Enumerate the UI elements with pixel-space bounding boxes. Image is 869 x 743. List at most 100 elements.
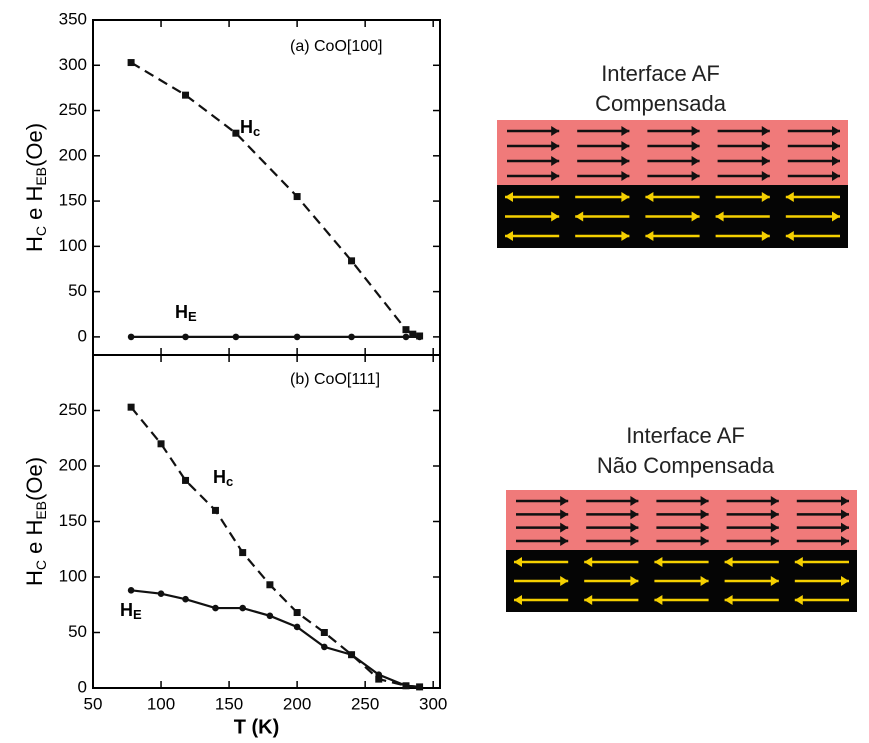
arrow-head <box>630 496 639 506</box>
data-point <box>211 506 219 514</box>
y-tick-label: 250 <box>59 100 87 119</box>
arrow-head <box>560 509 569 520</box>
diagram-title: Interface AF <box>626 423 745 448</box>
y-tick-label: 50 <box>68 622 87 641</box>
arrow-head <box>770 536 779 546</box>
y-tick-label: 50 <box>68 281 87 300</box>
arrow-head <box>584 557 593 567</box>
arrow-head <box>630 522 639 533</box>
x-tick-label: 50 <box>84 694 103 713</box>
arrow-head <box>691 126 700 136</box>
arrow-head <box>691 211 700 222</box>
arrow-head <box>841 576 849 586</box>
y-tick-label: 0 <box>78 677 87 696</box>
y-label-subscript: C <box>33 560 49 570</box>
arrow-head <box>700 496 709 506</box>
arrow-head <box>621 171 630 181</box>
arrow-head <box>700 522 709 533</box>
arrow-head <box>551 156 560 166</box>
y-label-part: e H <box>22 520 47 560</box>
arrow-head <box>761 192 770 202</box>
data-point <box>127 333 135 341</box>
annotation-main: H <box>120 600 133 620</box>
arrow-head <box>770 522 779 533</box>
arrow-head <box>691 141 700 151</box>
y-tick-label: 200 <box>59 145 87 164</box>
data-point <box>402 333 410 341</box>
arrow-head <box>621 156 630 166</box>
y-label-part: (Oe) <box>22 457 47 501</box>
arrow-head <box>505 192 513 202</box>
arrow-head <box>841 536 849 546</box>
y-label-part: e H <box>22 186 47 226</box>
data-point <box>127 403 135 411</box>
series-annotation: HE <box>175 302 197 325</box>
data-point <box>293 333 301 341</box>
arrow-head <box>785 231 794 241</box>
arrow-head <box>551 211 560 222</box>
data-point <box>320 629 328 636</box>
arrow-head <box>832 141 840 151</box>
x-tick-label: 250 <box>351 694 379 713</box>
data-point <box>348 651 355 658</box>
arrow-head <box>761 156 770 166</box>
data-point <box>416 333 423 341</box>
arrow-head <box>761 171 770 181</box>
data-point <box>157 440 165 448</box>
y-tick-label: 0 <box>78 326 87 345</box>
data-point <box>402 682 410 690</box>
arrow-head <box>841 509 849 520</box>
arrow-head <box>794 557 803 567</box>
arrow-head <box>770 576 779 586</box>
data-point <box>232 333 240 341</box>
data-point <box>321 643 328 651</box>
arrow-head <box>560 576 569 586</box>
series-line <box>130 589 420 688</box>
arrow-head <box>654 595 663 605</box>
y-tick-label: 150 <box>59 191 87 210</box>
data-point <box>348 333 355 341</box>
y-label-subscript: EB <box>33 501 49 520</box>
y-label-part: H <box>22 236 47 252</box>
data-point <box>375 671 383 678</box>
arrow-head <box>832 211 840 222</box>
arrow-head <box>770 496 779 506</box>
arrow-head <box>785 192 794 202</box>
arrow-head <box>794 595 803 605</box>
data-point <box>239 604 246 612</box>
y-tick-label: 200 <box>59 455 87 474</box>
plot-frame <box>92 354 441 689</box>
series-annotation: HE <box>120 600 142 623</box>
arrow-head <box>700 576 709 586</box>
arrow-head <box>645 231 654 241</box>
y-tick-label: 150 <box>59 511 87 530</box>
data-point <box>293 193 301 201</box>
data-point <box>232 129 240 137</box>
chart-title: (a) CoO[100] <box>290 38 382 55</box>
arrow-head <box>584 595 593 605</box>
y-tick-label: 100 <box>59 566 87 585</box>
arrow-head <box>630 576 639 586</box>
arrow-head <box>560 522 569 533</box>
diagram-title: Não Compensada <box>597 453 775 478</box>
arrow-head <box>724 557 733 567</box>
data-point <box>182 476 190 484</box>
data-point <box>182 91 190 99</box>
annotation-subscript: c <box>253 124 260 139</box>
arrow-head <box>645 192 654 202</box>
arrow-head <box>724 595 733 605</box>
arrow-head <box>841 522 849 533</box>
arrow-head <box>700 509 709 520</box>
x-axis-label: T (K) <box>234 716 280 738</box>
arrow-head <box>551 171 560 181</box>
y-tick-label: 100 <box>59 236 87 255</box>
arrow-head <box>654 557 663 567</box>
arrow-head <box>621 192 630 202</box>
data-point <box>293 623 301 631</box>
diagram-title: Compensada <box>595 91 727 116</box>
series-line <box>130 61 420 338</box>
data-point <box>266 612 274 620</box>
arrow-head <box>700 536 709 546</box>
arrow-head <box>575 211 584 222</box>
